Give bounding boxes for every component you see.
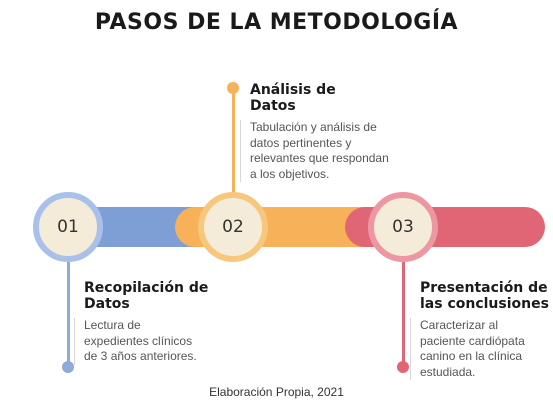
step-2-desc-line: Tabulación y análisis de [250,120,377,134]
connector-line-3 [402,258,405,366]
connector-dot-1 [62,361,74,373]
step-1-desc-line: Lectura de [84,318,141,332]
step-1-desc-line: de 3 años anteriores. [84,349,197,363]
step-circle-03: 03 [368,192,438,262]
footer-credit: Elaboración Propia, 2021 [209,385,344,399]
step-2-title: Análisis de Datos [250,82,336,114]
step-3-desc-line: paciente cardiópata [420,333,525,348]
step-1-description: Lectura de expedientes clínicos de 3 año… [74,318,197,365]
step-2-desc-line: datos pertinentes y [250,135,352,150]
step-3-description: Caracterizar al paciente cardiópata cani… [410,318,525,380]
step-2-desc-line: a los objetivos. [250,166,330,181]
step-2-description: Tabulación y análisis de datos pertinent… [240,120,389,182]
step-3-desc-line: Caracterizar al [420,318,499,332]
step-1-title-line1: Recopilación de [84,280,209,296]
connector-dot-3 [397,361,409,373]
step-1-title-line2: Datos [84,296,130,312]
step-circle-01: 01 [33,192,103,262]
step-3-title: Presentación de las conclusiones [420,280,549,312]
step-3-title-line1: Presentación de [420,280,548,296]
step-3-title-line2: las conclusiones [420,296,549,312]
connector-dot-2 [227,82,239,94]
connector-line-1 [67,258,70,366]
step-2-desc-line: relevantes que respondan [250,151,389,165]
step-1-title: Recopilación de Datos [84,280,208,312]
step-2-title-line1: Análisis de [250,82,336,98]
step-1-desc-line: expedientes clínicos [84,333,193,348]
step-2-title-line2: Datos [250,98,296,114]
step-3-desc-line: estudiada. [420,364,476,379]
page-title: PASOS DE LA METODOLOGÍA [94,10,459,35]
step-circle-02: 02 [198,192,268,262]
connector-line-2 [232,90,235,196]
step-3-desc-line: canino en la clínica [420,349,523,363]
